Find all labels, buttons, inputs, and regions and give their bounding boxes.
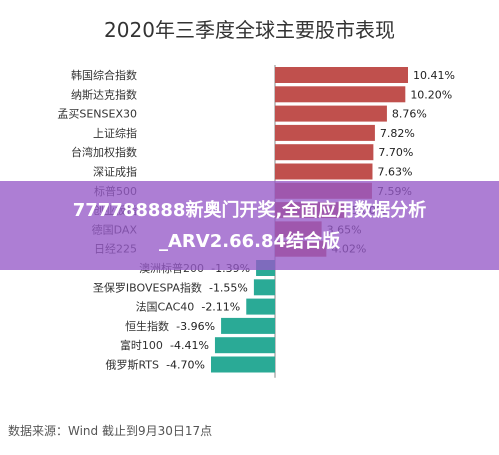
category-label-14: 恒生指数 xyxy=(125,319,169,333)
value-label-2: 10.20% xyxy=(410,88,452,101)
category-label-12: 圣保罗IBOVESPA指数 xyxy=(93,280,202,294)
category-label-6: 深证成指 xyxy=(93,165,137,179)
bar-16 xyxy=(211,356,275,373)
source-note: 数据来源：Wind 截止到9月30日17点 xyxy=(8,424,213,438)
bar-2 xyxy=(275,86,406,103)
value-label-16: -4.70% xyxy=(166,359,205,372)
chart-title: 2020年三季度全球主要股市表现 xyxy=(104,18,395,42)
overlay-banner: 777788888新奥门开奖,全面应用数据分析_ARV2.66.84结合版 xyxy=(0,181,499,270)
value-label-14: -3.96% xyxy=(176,320,215,333)
bar-4 xyxy=(275,124,375,141)
bar-5 xyxy=(275,144,374,161)
value-label-3: 8.76% xyxy=(392,108,427,121)
category-label-3: 孟买SENSEX30 xyxy=(57,108,137,121)
bar-14 xyxy=(221,317,275,334)
category-label-5: 台湾加权指数 xyxy=(71,145,137,159)
bar-13 xyxy=(246,298,275,315)
value-label-4: 7.82% xyxy=(380,127,415,140)
value-label-13: -2.11% xyxy=(201,301,240,314)
overlay-banner-text: 777788888新奥门开奖,全面应用数据分析_ARV2.66.84结合版 xyxy=(72,200,427,252)
bar-12 xyxy=(253,279,275,296)
category-label-4: 上证综指 xyxy=(93,126,137,140)
category-label-1: 韩国综合指数 xyxy=(71,68,137,82)
category-label-15: 富时100 xyxy=(120,338,163,352)
value-label-12: -1.55% xyxy=(209,281,248,294)
value-label-5: 7.70% xyxy=(378,146,413,159)
bar-1 xyxy=(275,67,408,83)
value-label-1: 10.41% xyxy=(413,69,455,82)
category-label-2: 纳斯达克指数 xyxy=(71,87,137,101)
value-label-6: 7.63% xyxy=(377,166,412,179)
bar-3 xyxy=(275,105,387,122)
bar-6 xyxy=(275,163,373,180)
bar-15 xyxy=(214,337,275,354)
value-label-15: -4.41% xyxy=(170,339,209,352)
category-label-13: 法国CAC40 xyxy=(136,300,195,314)
category-label-16: 俄罗斯RTS xyxy=(105,359,159,372)
